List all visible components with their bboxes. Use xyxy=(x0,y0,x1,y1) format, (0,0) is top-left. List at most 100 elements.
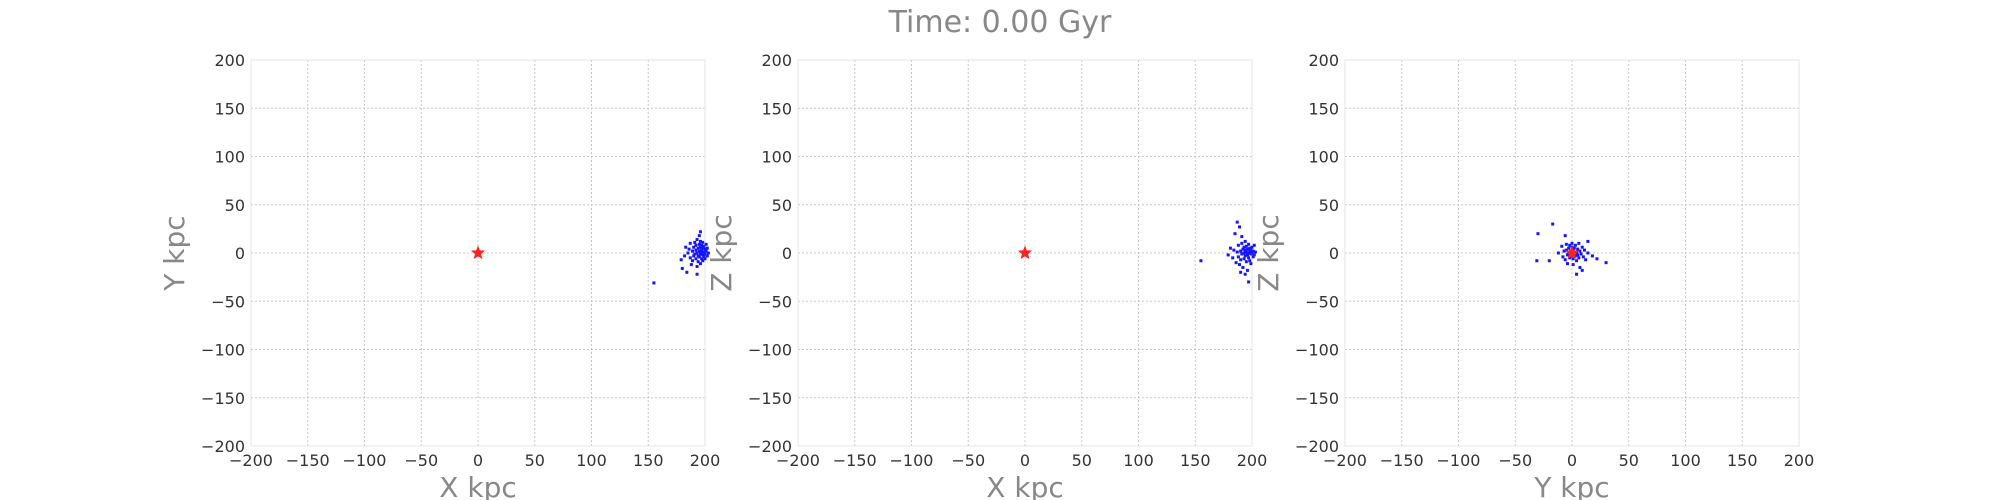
x-axis-label: Y kpc xyxy=(1533,471,1609,500)
data-point xyxy=(1547,259,1551,263)
data-point xyxy=(1560,244,1564,248)
data-point xyxy=(1581,255,1585,259)
data-point xyxy=(1234,261,1238,265)
x-tick-label: −100 xyxy=(1437,451,1481,470)
data-point xyxy=(694,248,698,252)
data-point xyxy=(694,243,698,247)
data-point xyxy=(698,230,702,234)
y-tick-label: −150 xyxy=(1295,389,1339,408)
data-point xyxy=(704,249,708,253)
data-point xyxy=(1235,250,1239,254)
x-axis-label: X kpc xyxy=(986,471,1063,500)
x-tick-label: −150 xyxy=(833,451,877,470)
data-point xyxy=(1240,252,1244,256)
data-point xyxy=(1567,246,1571,250)
data-point xyxy=(695,265,699,269)
data-point xyxy=(1595,257,1599,261)
data-point xyxy=(701,240,705,244)
data-point xyxy=(1245,268,1249,272)
data-point xyxy=(702,244,706,248)
data-point xyxy=(685,270,689,274)
y-tick-label: 100 xyxy=(761,148,792,167)
data-point xyxy=(702,250,706,254)
data-point xyxy=(1247,251,1251,255)
scatter-panel-xz: −200 −150 −100 −50 0 50 100 150 200 200 150 100 50 0 −… xyxy=(705,51,1267,500)
x-tick-label: 200 xyxy=(1784,451,1815,470)
data-point xyxy=(692,245,696,249)
data-point xyxy=(698,262,702,266)
data-point xyxy=(1252,243,1256,247)
data-point xyxy=(695,272,699,276)
center-star-marker xyxy=(1017,245,1033,260)
data-point xyxy=(1551,222,1555,226)
data-point xyxy=(1232,248,1236,252)
data-point xyxy=(689,263,693,267)
data-point xyxy=(1571,257,1575,261)
data-point xyxy=(686,251,690,255)
x-tick-label: −150 xyxy=(1380,451,1424,470)
data-point xyxy=(1253,250,1257,254)
data-point xyxy=(706,251,710,255)
x-tick-label: −50 xyxy=(951,451,985,470)
y-tick-label: 150 xyxy=(214,99,245,118)
x-tick-label: 50 xyxy=(1072,451,1092,470)
data-point xyxy=(1590,254,1594,258)
data-point xyxy=(1578,249,1582,253)
y-tick-label: −100 xyxy=(1295,341,1339,360)
data-point xyxy=(701,246,705,250)
data-point xyxy=(703,252,707,256)
data-point xyxy=(1248,259,1252,263)
y-tick-label: −50 xyxy=(758,292,792,311)
x-tick-label: −200 xyxy=(776,451,820,470)
y-tick-label: 200 xyxy=(761,51,792,70)
plot-frame xyxy=(1344,59,1800,447)
data-point xyxy=(1568,256,1572,260)
data-point xyxy=(1586,239,1590,243)
data-point xyxy=(688,256,692,260)
data-point xyxy=(1242,257,1246,261)
x-tick-label: 50 xyxy=(1619,451,1639,470)
data-point xyxy=(1239,258,1243,262)
data-point xyxy=(1580,245,1584,249)
y-axis-label: Y kpc xyxy=(158,215,191,291)
data-point xyxy=(700,257,704,261)
data-point xyxy=(684,245,688,249)
x-axis-label: X kpc xyxy=(439,471,516,500)
data-point xyxy=(1563,234,1567,238)
data-point xyxy=(697,234,701,238)
data-point xyxy=(1247,242,1251,246)
data-point xyxy=(1580,268,1584,272)
figure-title: Time: 0.00 Gyr xyxy=(888,5,1112,40)
data-point xyxy=(652,281,656,285)
data-point xyxy=(704,242,708,246)
y-tick-label: 150 xyxy=(761,99,792,118)
data-point xyxy=(1584,258,1588,262)
data-point xyxy=(1564,248,1568,252)
y-tick-label: −100 xyxy=(748,341,792,360)
y-tick-label: 200 xyxy=(1308,51,1339,70)
data-point xyxy=(1244,250,1248,254)
data-point xyxy=(1235,220,1239,224)
data-point xyxy=(698,245,702,249)
y-tick-label: 50 xyxy=(1319,196,1339,215)
data-point xyxy=(1244,260,1248,264)
x-tick-label: −200 xyxy=(1323,451,1367,470)
x-tick-label: −100 xyxy=(890,451,934,470)
data-point xyxy=(1570,241,1574,245)
data-point xyxy=(1242,251,1246,255)
data-point xyxy=(1565,253,1569,257)
data-point xyxy=(1536,232,1540,236)
x-tick-label: −200 xyxy=(229,451,273,470)
data-point xyxy=(1250,251,1254,255)
data-point xyxy=(1239,270,1243,274)
data-point xyxy=(1242,245,1246,249)
data-point xyxy=(1576,253,1580,257)
data-point xyxy=(1577,256,1581,260)
y-tick-label: −50 xyxy=(1305,292,1339,311)
y-tick-label: 50 xyxy=(225,196,245,215)
data-point xyxy=(1243,272,1247,276)
data-point xyxy=(1561,255,1565,259)
data-point xyxy=(1556,251,1560,255)
data-point xyxy=(1577,241,1581,245)
data-point xyxy=(693,252,697,256)
